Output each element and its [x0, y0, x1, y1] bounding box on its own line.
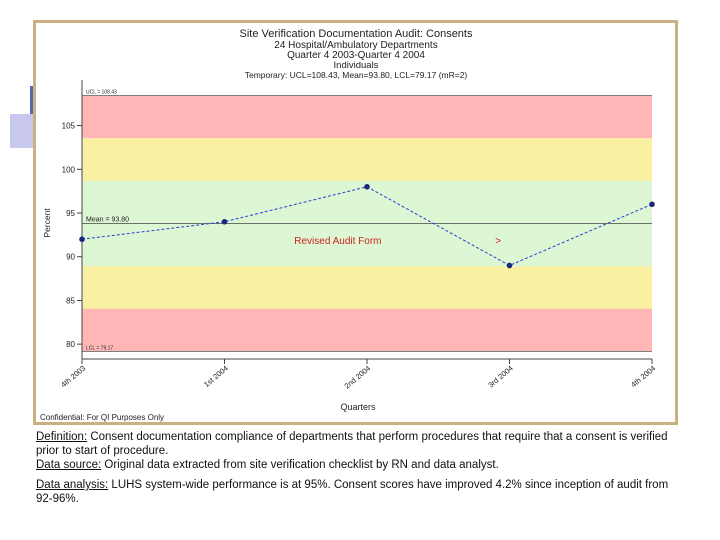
x-axis-label: Quarters	[340, 402, 376, 412]
data-point	[364, 183, 370, 190]
data-series	[79, 183, 655, 269]
data-point	[79, 236, 85, 243]
zone-band	[82, 266, 652, 309]
data-analysis-text: LUHS system-wide performance is at 95%. …	[36, 479, 669, 505]
chart-subtitle-3: Individuals	[334, 60, 379, 71]
data-source-label: Data source:	[36, 459, 102, 471]
data-point	[506, 262, 513, 269]
x-tick-label: 4th 2004	[629, 364, 657, 390]
chart-notes: Definition: Consent documentation compli…	[36, 430, 676, 506]
lcl-label: LCL = 79.17	[86, 345, 113, 351]
y-tick-label: 100	[62, 165, 76, 174]
y-tick-label: 95	[66, 209, 75, 218]
zone-band	[82, 308, 652, 352]
y-tick-label: 85	[66, 296, 75, 305]
y-tick-label: 80	[66, 340, 75, 349]
data-analysis-label: Data analysis:	[36, 479, 109, 491]
zone-band	[82, 95, 652, 139]
zone-band	[82, 138, 652, 181]
annotation-arrow-marker: >	[495, 236, 501, 247]
x-tick-label: 4th 2003	[59, 364, 87, 390]
chart-title: Site Verification Documentation Audit: C…	[240, 28, 473, 40]
definition-label: Definition:	[36, 431, 88, 443]
x-tick-label: 1st 2004	[202, 364, 230, 389]
annotation-revised-audit-form: Revised Audit Form	[294, 236, 381, 247]
control-limit-lines	[82, 95, 652, 352]
y-axis: 80 85 90 95 100 105	[62, 80, 83, 359]
chart-subtitle-4: Temporary: UCL=108.43, Mean=93.80, LCL=7…	[245, 70, 468, 80]
y-tick-label: 90	[66, 253, 75, 262]
chart-subtitle-1: 24 Hospital/Ambulatory Departments	[274, 40, 437, 51]
y-axis-label: Percent	[42, 208, 52, 238]
x-axis: 4th 2003 1st 2004 2nd 2004 3rd 2004 4th 2004	[59, 358, 657, 391]
data-point	[221, 218, 228, 225]
chart-subtitle-2: Quarter 4 2003-Quarter 4 2004	[287, 50, 425, 61]
data-source-paragraph: Data source: Original data extracted fro…	[36, 458, 676, 472]
control-chart: Site Verification Documentation Audit: C…	[40, 28, 657, 422]
data-point	[649, 201, 655, 208]
mean-label: Mean = 93.80	[86, 217, 129, 224]
data-analysis-paragraph: Data analysis: LUHS system-wide performa…	[36, 478, 676, 506]
x-tick-label: 2nd 2004	[343, 364, 373, 391]
definition-text: Consent documentation compliance of depa…	[36, 431, 668, 457]
y-tick-label: 105	[62, 122, 76, 131]
definition-paragraph: Definition: Consent documentation compli…	[36, 430, 676, 458]
chart-footer: Confidential: For QI Purposes Only	[40, 413, 164, 422]
data-source-text: Original data extracted from site verifi…	[101, 459, 499, 471]
x-tick-label: 3rd 2004	[486, 364, 514, 390]
chart-frame: Site Verification Documentation Audit: C…	[33, 20, 678, 425]
ucl-label: UCL = 108.43	[86, 90, 117, 96]
